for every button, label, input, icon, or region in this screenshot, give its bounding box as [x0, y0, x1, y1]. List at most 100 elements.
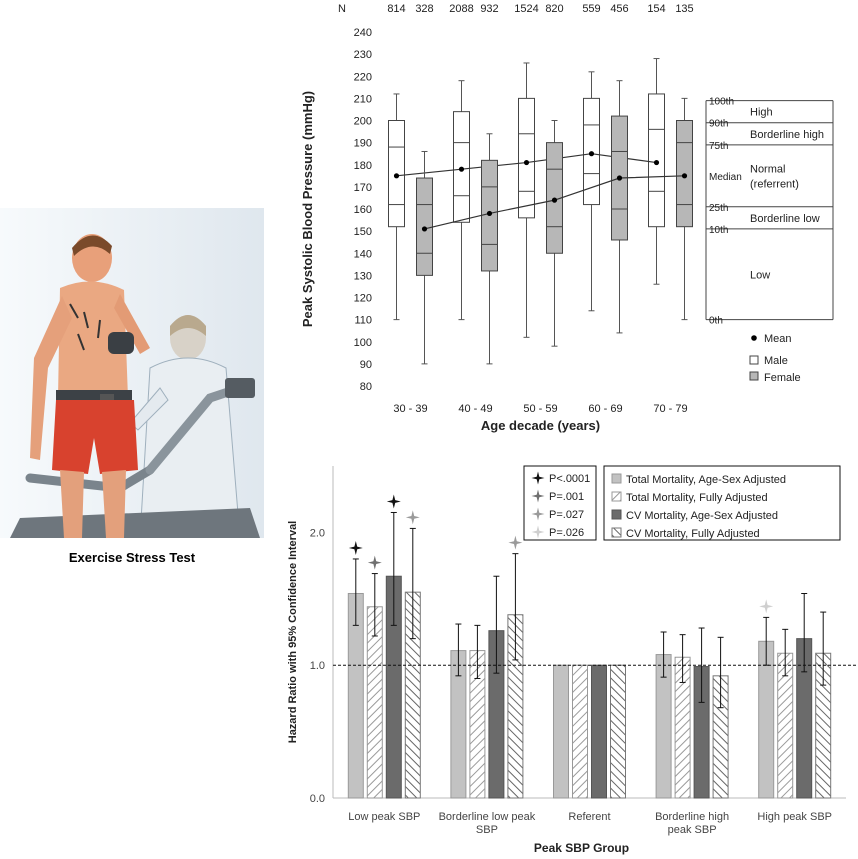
- legend-significance-label: P=.026: [549, 527, 584, 539]
- y-tick-label: 140: [354, 248, 372, 260]
- x-tick-label: High peak SBP: [757, 811, 832, 823]
- illustration-caption: Exercise Stress Test: [68, 550, 196, 565]
- legend-significance-star: [531, 471, 545, 485]
- legend-significance-star: [531, 489, 545, 503]
- legend-mean-marker: [751, 335, 757, 341]
- legend-significance-star: [531, 525, 545, 539]
- x-tick-label: 50 - 59: [523, 403, 557, 415]
- n-value: 456: [610, 3, 628, 15]
- legend-series-label: Total Mortality, Age-Sex Adjusted: [626, 474, 786, 486]
- y-tick-label: 0.0: [310, 793, 325, 805]
- percentile-label: 10th: [709, 225, 728, 236]
- percentile-label: 75th: [709, 141, 728, 152]
- zone-label: (referrent): [750, 178, 799, 190]
- y-axis-label: Peak Systolic Blood Pressure (mmHg): [300, 91, 315, 327]
- legend-female-label: Female: [764, 372, 801, 384]
- mean-point: [616, 175, 623, 181]
- mean-point: [551, 197, 558, 203]
- x-tick-label: Referent: [568, 811, 610, 823]
- n-value: 135: [675, 3, 693, 15]
- zone-label: High: [750, 107, 773, 119]
- legend-series-label: Total Mortality, Fully Adjusted: [626, 492, 768, 504]
- percentile-label: Median: [709, 172, 742, 183]
- percentile-label: 0th: [709, 316, 723, 327]
- x-tick-label: SBP: [476, 824, 498, 836]
- legend-series-label: CV Mortality, Fully Adjusted: [626, 528, 760, 540]
- y-tick-label: 220: [354, 71, 372, 83]
- y-axis-label: Hazard Ratio with 95% Confidence Interva…: [287, 521, 299, 744]
- patient-figure: [30, 234, 150, 538]
- legend-significance-star: [531, 507, 545, 521]
- legend-mean-label: Mean: [764, 333, 792, 345]
- legend-series-label: CV Mortality, Age-Sex Adjusted: [626, 510, 778, 522]
- zone-label: Borderline low: [750, 213, 820, 225]
- box-male: [518, 97, 535, 219]
- box-plot-chart: 80 90 100 110 120 130 140 150 160 170 180 190 200 210…: [300, 3, 834, 433]
- x-tick-label: peak SBP: [668, 824, 717, 836]
- y-tick-label: 180: [354, 160, 372, 172]
- y-tick-label: 210: [354, 93, 372, 105]
- legend-male-label: Male: [764, 355, 788, 367]
- legend-significance-label: P=.027: [549, 509, 584, 521]
- x-tick-label: 70 - 79: [653, 403, 687, 415]
- mean-point: [588, 151, 595, 157]
- significance-star: [348, 541, 363, 555]
- legend-series-swatch: [611, 527, 622, 538]
- legend-series-swatch: [611, 509, 622, 520]
- y-tick-label: 200: [354, 116, 372, 128]
- series-legend-box: [603, 465, 841, 541]
- n-value: 328: [415, 3, 433, 15]
- bar: [553, 664, 569, 799]
- significance-star: [367, 555, 382, 570]
- legend-series-swatch: [611, 473, 622, 484]
- zone-label: Normal: [750, 163, 785, 175]
- y-tick-label: 1.0: [310, 660, 325, 672]
- mean-point: [486, 210, 493, 217]
- belt: [56, 390, 132, 400]
- x-tick-label: 30 - 39: [393, 403, 427, 415]
- y-tick-label: 90: [360, 359, 372, 371]
- mean-point: [653, 159, 660, 166]
- n-value: 1524: [514, 3, 538, 15]
- zone-label: Low: [750, 269, 770, 281]
- significance-star: [508, 535, 523, 550]
- y-tick-label: 2.0: [310, 527, 325, 539]
- zone-label: Borderline high: [750, 129, 824, 141]
- x-tick-label: Low peak SBP: [348, 811, 420, 823]
- legend-significance-label: P=.001: [549, 491, 584, 503]
- y-tick-label: 110: [354, 315, 372, 327]
- y-tick-label: 170: [354, 182, 372, 194]
- y-tick-label: 100: [354, 337, 372, 349]
- bar: [591, 664, 607, 799]
- y-tick-label: 80: [360, 381, 372, 393]
- bar: [610, 664, 626, 799]
- n-value: 154: [647, 3, 665, 15]
- n-value: 820: [545, 3, 563, 15]
- mean-point: [393, 173, 400, 179]
- red-shorts: [52, 400, 138, 474]
- n-value: 2088: [449, 3, 473, 15]
- y-tick-label: 160: [354, 204, 372, 216]
- y-tick-label: 120: [354, 293, 372, 305]
- n-value: 932: [480, 3, 498, 15]
- x-axis-label: Age decade (years): [481, 418, 600, 433]
- mean-point: [421, 226, 428, 232]
- percentile-label: 25th: [709, 203, 728, 214]
- mean-point: [681, 173, 688, 179]
- y-tick-label: 130: [354, 270, 372, 282]
- y-tick-label: 150: [354, 226, 372, 238]
- exercise-stress-test-illustration: [0, 208, 264, 538]
- significance-star: [386, 494, 401, 509]
- x-tick-label: Borderline high: [655, 811, 729, 823]
- n-value: 814: [387, 3, 405, 15]
- percentile-label: 100th: [709, 97, 734, 108]
- legend-series-swatch: [611, 491, 622, 502]
- y-tick-label: 240: [354, 27, 372, 39]
- mean-point: [458, 166, 465, 172]
- bar: [572, 664, 588, 799]
- y-tick-label: 230: [354, 49, 372, 61]
- percentile-label: 90th: [709, 119, 728, 130]
- n-label: N: [338, 3, 346, 15]
- n-value: 559: [582, 3, 600, 15]
